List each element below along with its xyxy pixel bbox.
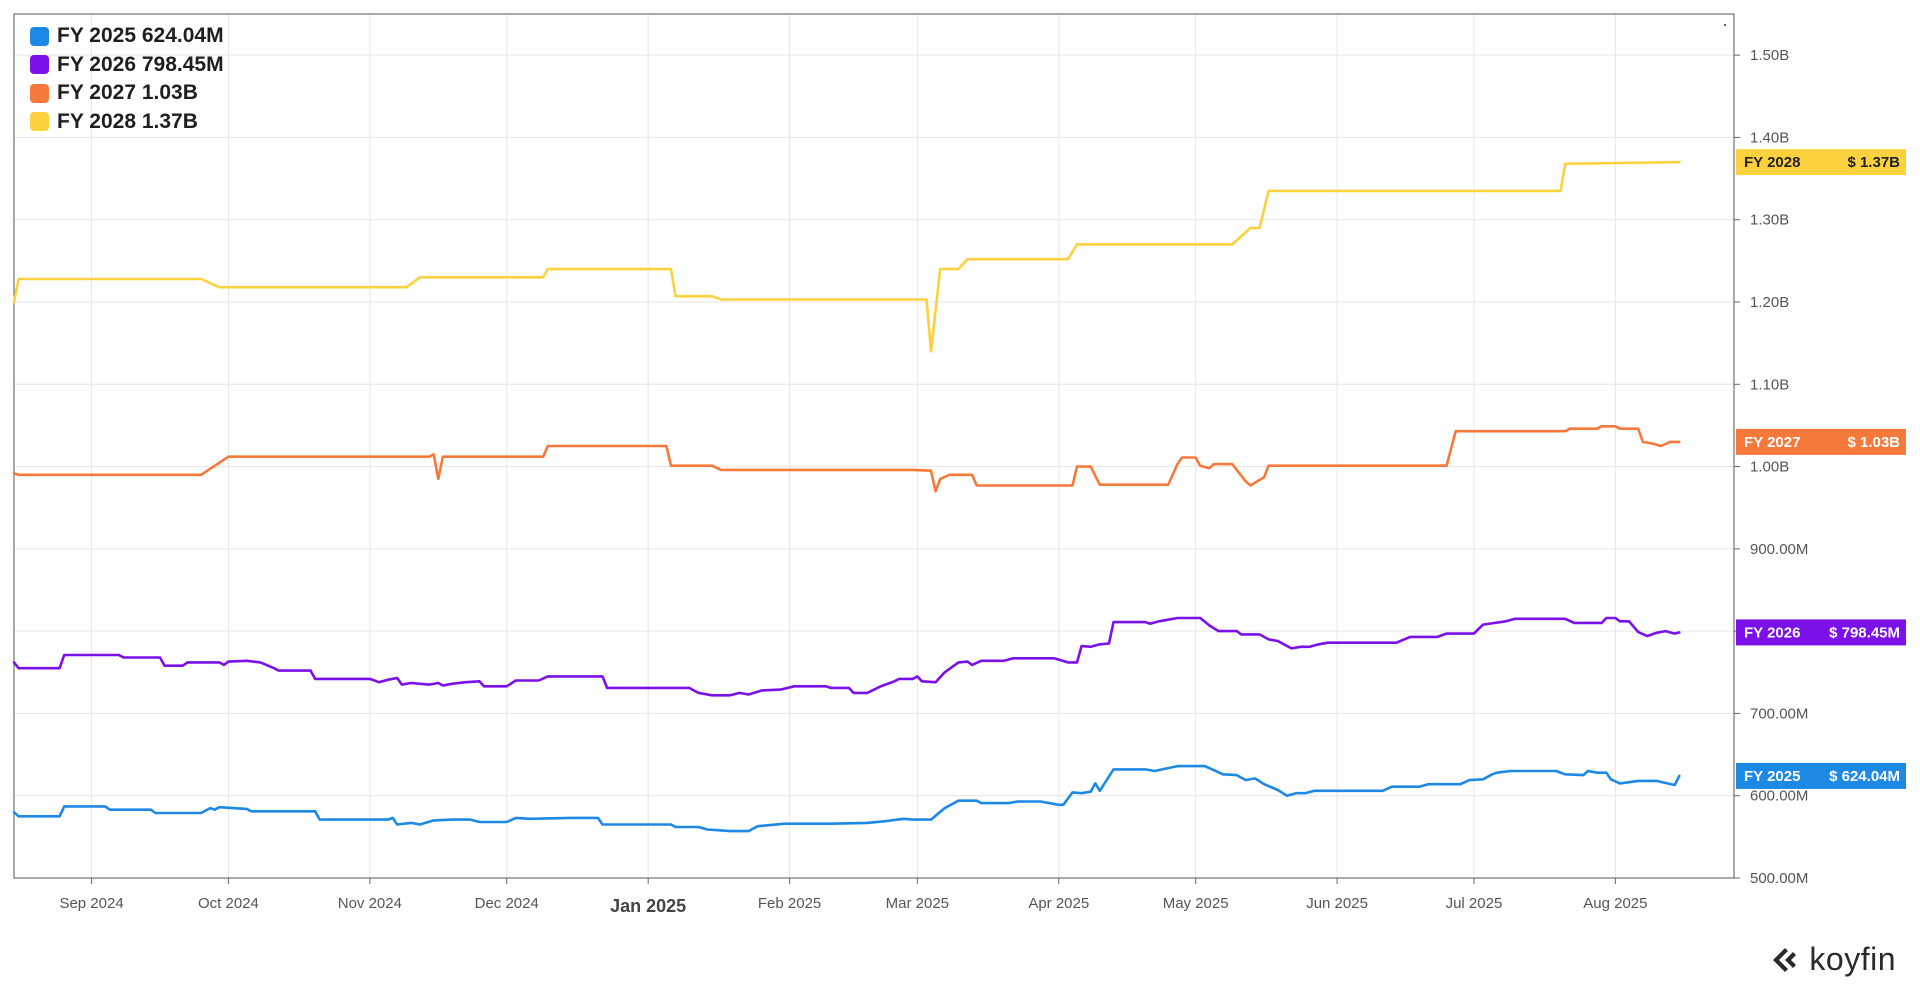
legend-item-fy-2028[interactable]: FY 2028 1.37B [30, 108, 224, 137]
x-tick-label: Jun 2025 [1306, 895, 1368, 912]
x-tick-label: Apr 2025 [1028, 895, 1089, 912]
series-line-fy-2027 [12, 425, 1681, 493]
series-lines [12, 160, 1681, 833]
tag-label: FY 2027 [1744, 434, 1800, 451]
x-tick-label: Feb 2025 [758, 895, 821, 912]
last-value-tags: FY 2025 $ 624.04M FY 2026 $ 798.45M FY 2027 $… [1736, 149, 1906, 789]
legend-item-fy-2027[interactable]: FY 2027 1.03B [30, 79, 224, 108]
tag-value: $ 1.37B [1847, 154, 1900, 171]
legend-item-fy-2025[interactable]: FY 2025 624.04M [30, 22, 224, 51]
y-tick-label: 1.50B [1750, 47, 1789, 64]
tag-value: $ 798.45M [1829, 624, 1900, 641]
series-line-fy-2028 [12, 160, 1681, 353]
tag-background [1736, 619, 1906, 646]
x-tick-label: Dec 2024 [475, 895, 539, 912]
tag-label: FY 2025 [1744, 768, 1800, 785]
plot-frame [13, 13, 1735, 879]
x-tick-label: Mar 2025 [886, 895, 949, 912]
y-tick-label: 1.40B [1750, 129, 1789, 146]
tag-background [1736, 428, 1906, 455]
legend-swatch [30, 83, 49, 103]
y-tick-label: 600.00M [1750, 788, 1808, 805]
y-tick-label: 700.00M [1750, 705, 1808, 722]
tag-value: $ 1.03B [1847, 434, 1900, 451]
legend-label: FY 2026 798.45M [57, 52, 224, 76]
tag-value: $ 624.04M [1829, 768, 1900, 785]
y-tick-label: 1.10B [1750, 376, 1789, 393]
series-line-fy-2026 [12, 616, 1681, 697]
x-tick-label: Jul 2025 [1446, 895, 1503, 912]
legend-label: FY 2028 1.37B [57, 109, 198, 133]
x-axis: Sep 2024 Oct 2024 Nov 2024 Dec 2024 Jan 2025… [59, 878, 1647, 916]
x-tick-label: Sep 2024 [59, 895, 123, 912]
legend-swatch [30, 112, 49, 132]
x-tick-label: Jan 2025 [610, 896, 686, 916]
x-tick-label: Oct 2024 [198, 895, 259, 912]
last-value-tag-fy-2025: FY 2025 $ 624.04M [1736, 762, 1906, 789]
last-value-tag-fy-2028: FY 2028 $ 1.37B [1736, 149, 1906, 176]
y-tick-label: 900.00M [1750, 541, 1808, 558]
tag-background [1736, 762, 1906, 789]
legend-item-fy-2026[interactable]: FY 2026 798.45M [30, 51, 224, 80]
x-tick-label: Nov 2024 [338, 895, 402, 912]
y-tick-label: 1.20B [1750, 294, 1789, 311]
legend-swatch [30, 26, 49, 46]
koyfin-logo-icon [1773, 947, 1797, 972]
legend-label: FY 2025 624.04M [57, 24, 224, 48]
tag-label: FY 2028 [1744, 154, 1800, 171]
last-value-tag-fy-2027: FY 2027 $ 1.03B [1736, 428, 1906, 455]
y-tick-label: 1.00B [1750, 459, 1789, 476]
brand-name: koyfin [1809, 941, 1896, 977]
grid [14, 14, 1734, 879]
brand-logo: koyfin [1769, 941, 1896, 978]
x-tick-label: Aug 2025 [1583, 895, 1647, 912]
legend-label: FY 2027 1.03B [57, 81, 198, 105]
legend: FY 2025 624.04M FY 2026 798.45M FY 2027 1.… [30, 22, 224, 136]
x-tick-label: May 2025 [1163, 895, 1229, 912]
y-tick-label: 500.00M [1750, 870, 1808, 887]
corner-dot-icon [1724, 24, 1726, 26]
tag-background [1736, 149, 1906, 176]
y-tick-label: 1.30B [1750, 212, 1789, 229]
last-value-tag-fy-2026: FY 2026 $ 798.45M [1736, 619, 1906, 646]
tag-label: FY 2026 [1744, 624, 1800, 641]
series-line-fy-2025 [12, 764, 1681, 833]
legend-swatch [30, 55, 49, 75]
